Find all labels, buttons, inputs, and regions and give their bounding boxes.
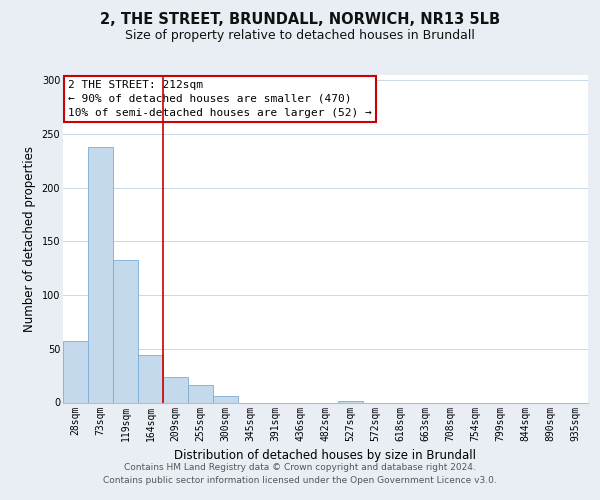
Y-axis label: Number of detached properties: Number of detached properties: [23, 146, 36, 332]
Text: 2, THE STREET, BRUNDALL, NORWICH, NR13 5LB: 2, THE STREET, BRUNDALL, NORWICH, NR13 5…: [100, 12, 500, 28]
Text: Size of property relative to detached houses in Brundall: Size of property relative to detached ho…: [125, 29, 475, 42]
Text: Contains public sector information licensed under the Open Government Licence v3: Contains public sector information licen…: [103, 476, 497, 485]
Text: Contains HM Land Registry data © Crown copyright and database right 2024.: Contains HM Land Registry data © Crown c…: [124, 462, 476, 471]
Bar: [163, 376, 188, 402]
Bar: [188, 386, 213, 402]
Text: 2 THE STREET: 212sqm
← 90% of detached houses are smaller (470)
10% of semi-deta: 2 THE STREET: 212sqm ← 90% of detached h…: [68, 80, 372, 118]
Bar: [113, 260, 138, 402]
Bar: [138, 356, 163, 403]
Bar: [63, 342, 88, 402]
X-axis label: Distribution of detached houses by size in Brundall: Distribution of detached houses by size …: [175, 449, 476, 462]
Bar: [88, 147, 113, 403]
Bar: [213, 396, 238, 402]
